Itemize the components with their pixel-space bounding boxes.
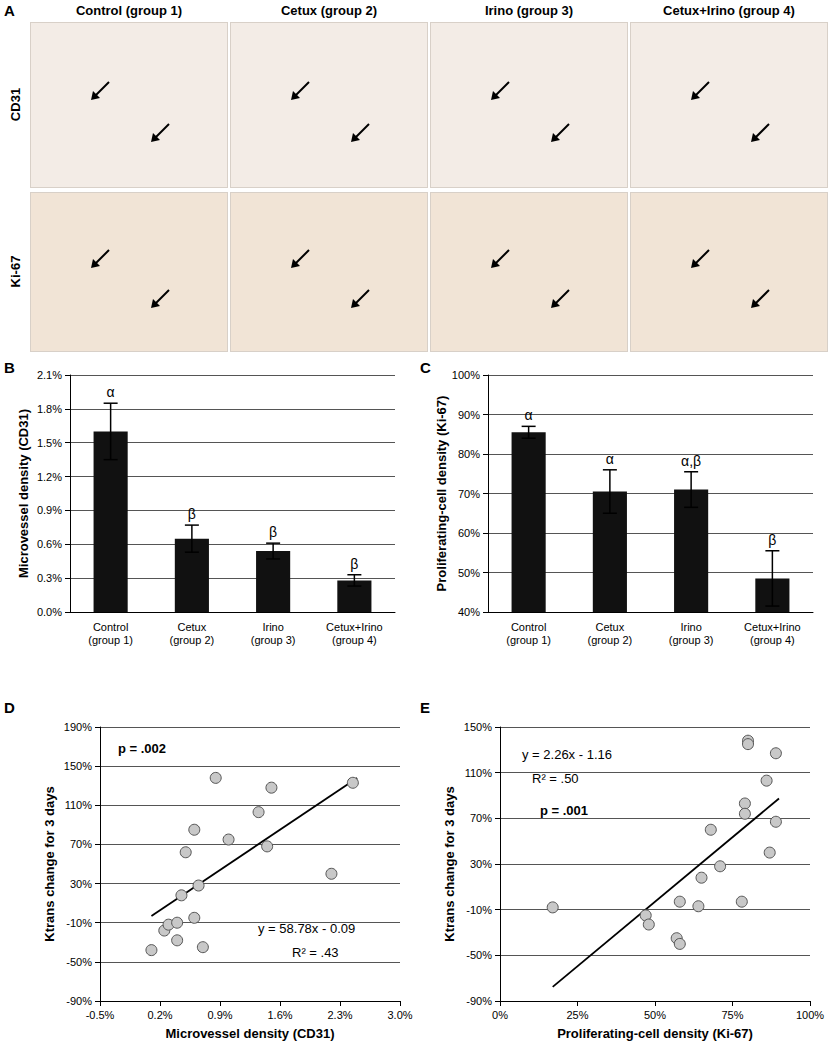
svg-text:25%: 25% <box>566 1009 588 1021</box>
html-text:Control (group 1): Control (group 1) <box>75 3 183 18</box>
svg-text:-10%: -10% <box>66 917 92 929</box>
svg-text:100%: 100% <box>452 369 480 381</box>
svg-text:Cetux+Irino: Cetux+Irino <box>744 621 801 633</box>
svg-text:Proliferating-cell density (Ki: Proliferating-cell density (Ki-67) <box>557 1026 753 1041</box>
html-text:CD31: CD31 <box>7 87 23 122</box>
svg-text:1.6%: 1.6% <box>267 1009 292 1021</box>
svg-text:30%: 30% <box>70 878 92 890</box>
svg-text:2.3%: 2.3% <box>327 1009 352 1021</box>
svg-text:100%: 100% <box>796 1009 824 1021</box>
svg-text:Microvessel density (CD31): Microvessel density (CD31) <box>16 409 31 578</box>
svg-text:Control: Control <box>93 621 128 633</box>
svg-text:β: β <box>350 556 358 572</box>
svg-text:Irino: Irino <box>262 621 283 633</box>
svg-text:0.2%: 0.2% <box>147 1009 172 1021</box>
html-text:Ki-67: Ki-67 <box>7 255 23 288</box>
svg-text:-10%: -10% <box>466 904 492 916</box>
svg-text:Ktrans change for 3 days: Ktrans change for 3 days <box>442 786 457 941</box>
svg-text:α: α <box>525 407 533 423</box>
svg-text:y = 58.78x - 0.09: y = 58.78x - 0.09 <box>258 921 355 936</box>
svg-text:(group 1): (group 1) <box>506 634 551 646</box>
svg-text:β: β <box>269 524 277 540</box>
svg-text:Microvessel density (CD31): Microvessel density (CD31) <box>165 1026 334 1041</box>
svg-text:0.3%: 0.3% <box>37 572 62 584</box>
svg-text:190%: 190% <box>64 721 92 733</box>
svg-text:(group 1): (group 1) <box>88 634 133 646</box>
svg-text:-50%: -50% <box>466 949 492 961</box>
svg-text:Proliferating-cell density (Ki: Proliferating-cell density (Ki-67) <box>434 396 449 592</box>
svg-text:Control: Control <box>511 621 546 633</box>
svg-text:α: α <box>606 451 614 467</box>
html-text:Cetux+Irino (group 4): Cetux+Irino (group 4) <box>663 3 795 18</box>
html-text:Irino (group 3): Irino (group 3) <box>484 3 573 18</box>
svg-text:α: α <box>107 384 115 400</box>
svg-text:150%: 150% <box>64 760 92 772</box>
svg-text:y = 2.26x - 1.16: y = 2.26x - 1.16 <box>522 747 612 762</box>
svg-text:-90%: -90% <box>466 995 492 1007</box>
svg-text:150%: 150% <box>464 721 492 733</box>
svg-text:(group 4): (group 4) <box>332 634 377 646</box>
svg-text:R² = .43: R² = .43 <box>292 945 339 960</box>
svg-text:(group 4): (group 4) <box>750 634 795 646</box>
svg-text:110%: 110% <box>465 767 493 779</box>
svg-text:E: E <box>420 699 430 716</box>
svg-text:C: C <box>420 359 431 376</box>
svg-text:-90%: -90% <box>66 995 92 1007</box>
svg-text:R² = .50: R² = .50 <box>532 771 579 786</box>
svg-text:(group 3): (group 3) <box>251 634 296 646</box>
svg-text:β: β <box>188 506 196 522</box>
svg-text:Cetux+Irino: Cetux+Irino <box>326 621 383 633</box>
html-text:Cetux (group 2): Cetux (group 2) <box>281 3 377 18</box>
svg-text:0.6%: 0.6% <box>37 538 62 550</box>
svg-text:-50%: -50% <box>66 956 92 968</box>
svg-text:50%: 50% <box>644 1009 666 1021</box>
svg-text:80%: 80% <box>458 448 480 460</box>
svg-text:1.8%: 1.8% <box>37 403 62 415</box>
svg-text:0%: 0% <box>492 1009 508 1021</box>
svg-text:1.5%: 1.5% <box>37 437 62 449</box>
svg-text:α,β: α,β <box>681 453 701 469</box>
svg-text:50%: 50% <box>458 567 480 579</box>
svg-text:0.9%: 0.9% <box>37 504 62 516</box>
svg-text:(group 3): (group 3) <box>669 634 714 646</box>
svg-text:(group 2): (group 2) <box>588 634 633 646</box>
svg-text:Ktrans change for 3 days: Ktrans change for 3 days <box>42 786 57 941</box>
svg-text:-0.5%: -0.5% <box>86 1009 115 1021</box>
svg-text:Cetux: Cetux <box>596 621 625 633</box>
svg-text:B: B <box>4 359 15 376</box>
svg-text:Irino: Irino <box>680 621 701 633</box>
svg-text:p = .001: p = .001 <box>540 803 588 818</box>
svg-text:90%: 90% <box>458 409 480 421</box>
html-text:A: A <box>4 2 15 19</box>
svg-text:(group 2): (group 2) <box>170 634 215 646</box>
svg-text:β: β <box>768 532 776 548</box>
svg-text:1.2%: 1.2% <box>37 471 62 483</box>
svg-text:0.0%: 0.0% <box>37 606 62 618</box>
svg-text:75%: 75% <box>721 1009 743 1021</box>
svg-text:D: D <box>4 699 15 716</box>
svg-text:30%: 30% <box>470 858 492 870</box>
svg-text:70%: 70% <box>470 812 492 824</box>
svg-text:70%: 70% <box>458 488 480 500</box>
svg-text:60%: 60% <box>458 527 480 539</box>
svg-text:0.9%: 0.9% <box>207 1009 232 1021</box>
svg-text:p = .002: p = .002 <box>118 741 166 756</box>
svg-text:Cetux: Cetux <box>178 621 207 633</box>
svg-text:2.1%: 2.1% <box>37 369 62 381</box>
svg-text:40%: 40% <box>458 606 480 618</box>
svg-text:110%: 110% <box>65 799 93 811</box>
svg-text:3.0%: 3.0% <box>387 1009 412 1021</box>
svg-text:70%: 70% <box>70 838 92 850</box>
